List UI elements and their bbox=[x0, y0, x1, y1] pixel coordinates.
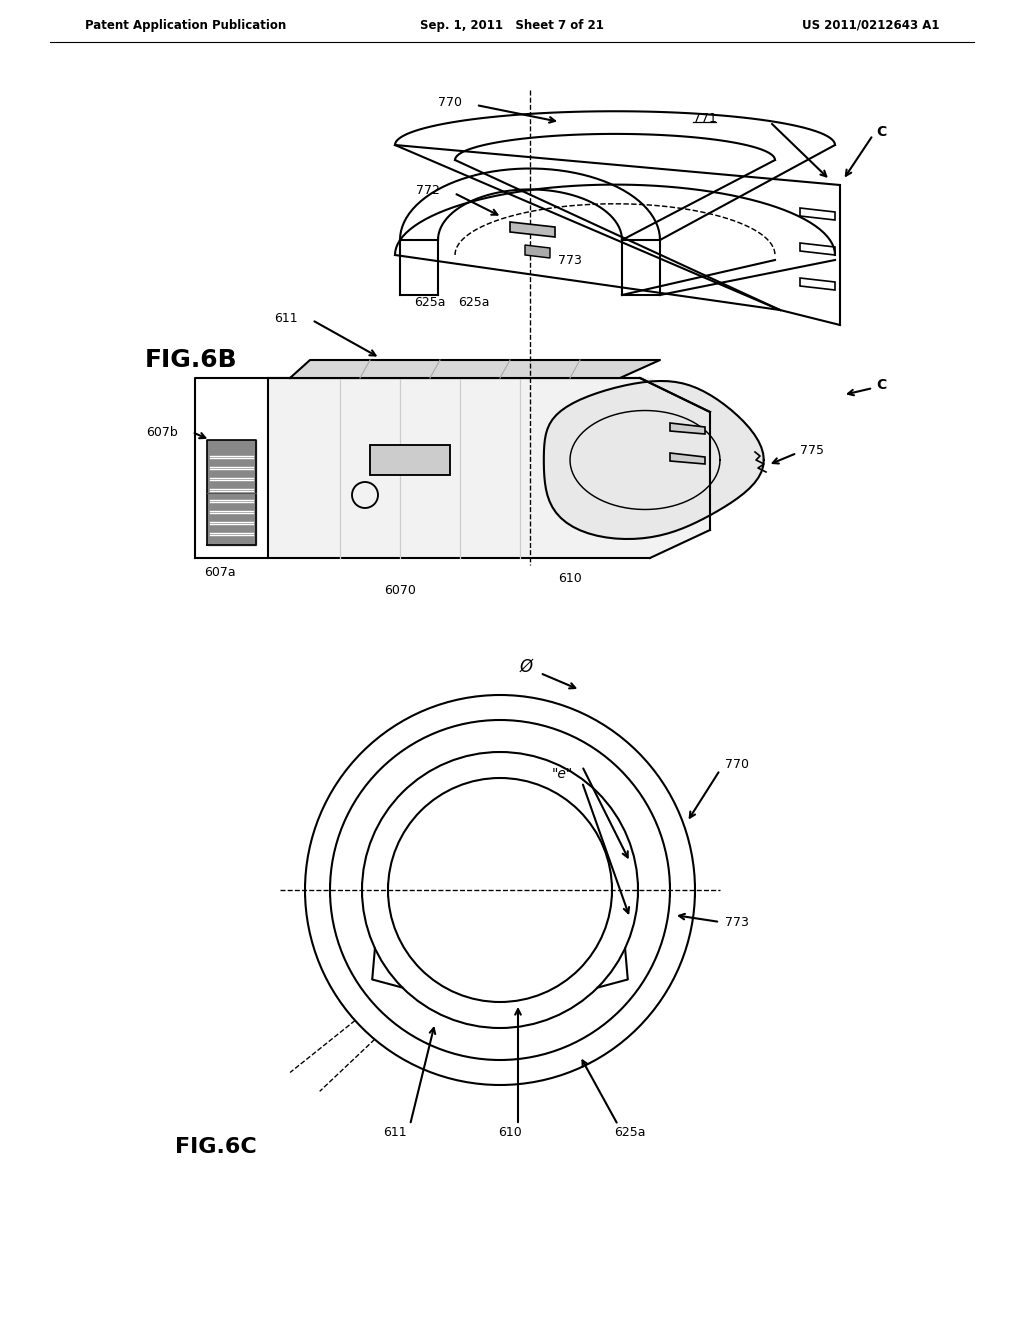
Polygon shape bbox=[670, 453, 705, 465]
Text: 610: 610 bbox=[558, 572, 582, 585]
Polygon shape bbox=[290, 360, 660, 378]
Text: 625a: 625a bbox=[614, 1126, 646, 1139]
Text: 773: 773 bbox=[725, 916, 749, 928]
Text: Sep. 1, 2011   Sheet 7 of 21: Sep. 1, 2011 Sheet 7 of 21 bbox=[420, 18, 604, 32]
Polygon shape bbox=[268, 378, 710, 412]
Text: 775: 775 bbox=[800, 444, 824, 457]
Text: 625a: 625a bbox=[415, 296, 446, 309]
Polygon shape bbox=[268, 378, 710, 558]
Text: 611: 611 bbox=[274, 312, 298, 325]
Text: C: C bbox=[876, 378, 886, 392]
Polygon shape bbox=[525, 246, 550, 257]
Text: 607a: 607a bbox=[204, 565, 236, 578]
Text: FIG.6B: FIG.6B bbox=[145, 348, 238, 372]
Text: 611: 611 bbox=[383, 1126, 407, 1139]
Text: "e": "e" bbox=[551, 767, 572, 781]
Text: Patent Application Publication: Patent Application Publication bbox=[85, 18, 287, 32]
Polygon shape bbox=[544, 381, 764, 539]
Text: 771: 771 bbox=[693, 111, 717, 124]
Text: 770: 770 bbox=[438, 95, 462, 108]
Polygon shape bbox=[207, 440, 256, 545]
Polygon shape bbox=[370, 445, 450, 475]
Polygon shape bbox=[510, 222, 555, 238]
Text: 625a: 625a bbox=[459, 296, 490, 309]
Text: 607b: 607b bbox=[146, 425, 178, 438]
Text: C: C bbox=[876, 125, 886, 139]
Text: 772: 772 bbox=[416, 183, 440, 197]
Text: FIG.6C: FIG.6C bbox=[175, 1137, 257, 1158]
Polygon shape bbox=[670, 422, 705, 434]
Text: 610: 610 bbox=[498, 1126, 522, 1139]
Text: 6070: 6070 bbox=[384, 583, 416, 597]
Text: Ø: Ø bbox=[520, 657, 534, 676]
Text: 773: 773 bbox=[558, 253, 582, 267]
Text: 770: 770 bbox=[725, 759, 749, 771]
Text: US 2011/0212643 A1: US 2011/0212643 A1 bbox=[802, 18, 939, 32]
